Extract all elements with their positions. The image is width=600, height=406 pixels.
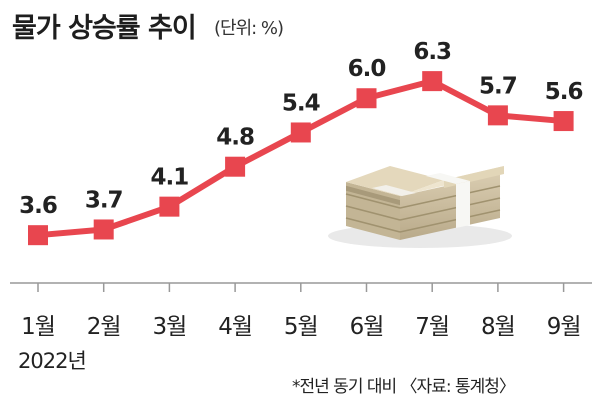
data-value-label: 5.4 (282, 90, 320, 116)
x-tick-label: 6월 (350, 314, 384, 340)
chart-title: 물가 상승률 추이 (12, 13, 197, 44)
x-tick-label: 8월 (481, 314, 515, 340)
data-point-marker (159, 196, 180, 217)
source-footnote: *전년 동기 대비 〈자료: 통계청〉 (292, 377, 516, 397)
x-tick-label: 1월 (21, 314, 55, 340)
data-value-label: 3.7 (85, 187, 123, 213)
data-value-label: 5.7 (479, 73, 517, 99)
data-point-marker (356, 88, 377, 109)
data-value-label: 6.3 (413, 39, 451, 65)
data-point-marker (93, 219, 114, 240)
data-point-marker (487, 105, 508, 126)
data-value-label: 6.0 (348, 56, 386, 82)
x-tick-label: 2월 (87, 314, 121, 340)
data-point-marker (422, 71, 443, 92)
x-tick-label: 4월 (218, 314, 252, 340)
unit-label: (단위: %) (214, 18, 284, 39)
x-tick-label: 3월 (153, 314, 187, 340)
data-point-marker (553, 111, 574, 132)
year-label: 2022년 (18, 349, 87, 373)
data-point-marker (225, 156, 246, 177)
money-stack-icon (328, 166, 512, 248)
data-point-marker (28, 225, 48, 246)
data-value-label: 4.8 (216, 125, 254, 151)
data-value-label: 3.6 (19, 193, 57, 219)
x-tick-label: 5월 (284, 314, 318, 340)
data-value-label: 5.6 (545, 79, 583, 105)
x-tick-label: 9월 (547, 314, 581, 340)
data-point-marker (290, 122, 311, 143)
data-value-label: 4.1 (151, 165, 189, 191)
x-tick-label: 7월 (415, 314, 449, 340)
